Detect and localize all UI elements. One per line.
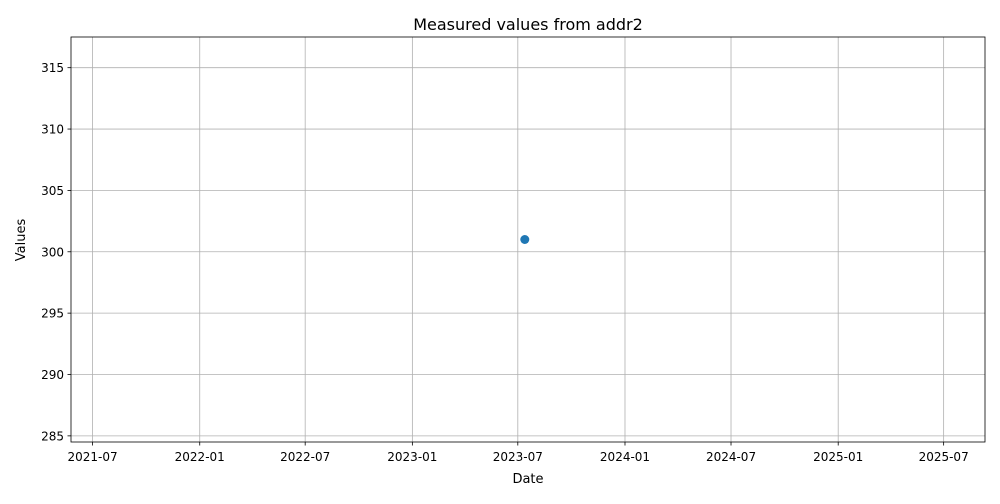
y-tick-label: 285 xyxy=(41,429,64,443)
x-tick-label: 2025-01 xyxy=(813,450,863,464)
x-tick-label: 2021-07 xyxy=(67,450,117,464)
x-tick-label: 2023-01 xyxy=(387,450,437,464)
tick-marks: 2021-07 2022-01 2022-07 2023-01 2023-07 2024-… xyxy=(41,61,969,464)
y-tick-label: 315 xyxy=(41,61,64,75)
x-tick-label: 2025-07 xyxy=(919,450,969,464)
y-tick-label: 290 xyxy=(41,368,64,382)
plot-frame xyxy=(70,36,986,443)
y-tick-label: 300 xyxy=(41,245,64,259)
grid-lines xyxy=(71,37,985,442)
data-point xyxy=(520,235,530,244)
data-points xyxy=(520,235,530,244)
chart-title: Measured values from addr2 xyxy=(413,15,643,34)
axes xyxy=(70,36,986,443)
x-axis-label: Date xyxy=(512,472,543,487)
y-tick-label: 295 xyxy=(41,307,64,321)
x-tick-label: 2023-07 xyxy=(493,450,543,464)
x-tick-label: 2024-01 xyxy=(600,450,650,464)
y-tick-label: 305 xyxy=(41,184,64,198)
x-tick-label: 2024-07 xyxy=(706,450,756,464)
y-axis-label: Values xyxy=(14,219,29,262)
x-tick-label: 2022-07 xyxy=(280,450,330,464)
y-tick-label: 310 xyxy=(41,123,64,137)
x-tick-label: 2022-01 xyxy=(175,450,225,464)
